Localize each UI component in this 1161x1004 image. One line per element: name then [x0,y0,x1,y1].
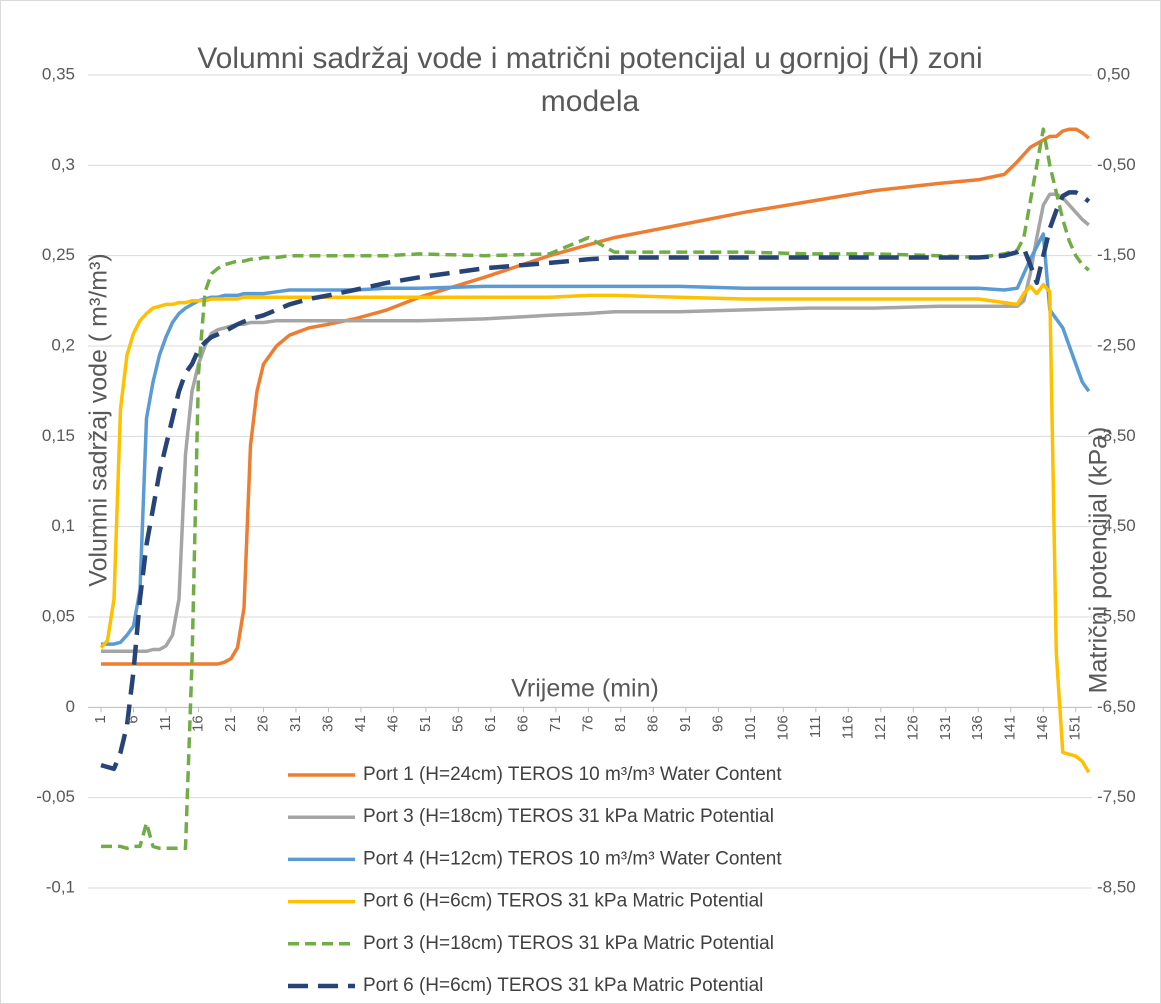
legend-label: Port 6 (H=6cm) TEROS 31 kPa Matric Poten… [363,891,763,912]
x-tick-label: 1 [92,715,109,723]
x-tick-label: 131 [937,715,954,740]
x-tick-label: 146 [1034,715,1051,740]
y-tick-label: -0,1 [46,877,75,896]
x-tick-label: 51 [417,715,434,732]
x-tick-label: 86 [644,715,661,732]
x-tick-label: 126 [904,715,921,740]
y2-tick-label: 0,50 [1097,64,1130,83]
x-tick-label: 21 [222,715,239,732]
y-tick-label: 0,05 [42,606,75,625]
x-tick-label: 56 [449,715,466,732]
x-tick-label: 81 [612,715,629,732]
y-tick-label: 0,1 [51,516,75,535]
legend-label: Port 3 (H=18cm) TEROS 31 kPa Matric Pote… [363,806,774,827]
x-tick-label: 46 [384,715,401,732]
chart-title: modela [541,85,640,118]
y-axis-title: Volumni sadržaj vode ( m³/m³) [85,253,113,586]
x-tick-label: 151 [1067,715,1084,740]
x-tick-label: 136 [969,715,986,740]
data-line [101,127,1090,851]
y-tick-label: -0,05 [36,787,75,806]
x-tick-label: 61 [482,715,499,732]
data-line [99,282,1091,774]
x-tick-label: 121 [872,715,889,740]
y2-tick-label: -8,50 [1097,877,1136,896]
y2-tick-label: -3,50 [1097,426,1136,445]
y2-axis-title: Matrični potencijal (kPa) [1085,427,1113,694]
x-tick-label: 11 [157,715,174,731]
y2-tick-label: -2,50 [1097,335,1136,354]
y2-tick-label: -7,50 [1097,787,1136,806]
x-tick-label: 141 [1002,715,1019,740]
y-tick-label: 0,35 [42,64,75,83]
y2-tick-label: -1,50 [1097,245,1136,264]
x-tick-label: 116 [839,715,856,739]
y2-tick-label: -6,50 [1097,697,1136,716]
x-tick-label: 31 [287,715,304,732]
x-tick-label: 76 [579,715,596,732]
y2-tick-label: -0,50 [1097,155,1136,174]
y-tick-label: 0 [66,697,75,716]
plot-lines [99,127,1091,851]
x-tick-label: 36 [319,715,336,732]
x-tick-label: 101 [742,715,759,740]
x-tick-label: 16 [189,715,206,732]
x-tick-label: 41 [352,715,369,732]
grid [88,74,1092,889]
x-tick-label: 66 [514,715,531,732]
y2-tick-label: -5,50 [1097,606,1136,625]
y-tick-label: 0,25 [42,245,75,264]
data-line [100,190,1091,772]
legend-label: Port 4 (H=12cm) TEROS 10 m³/m³ Water Con… [363,848,782,869]
legend-label: Port 6 (H=6cm) TEROS 31 kPa Matric Poten… [363,975,763,996]
legend-label: Port 1 (H=24cm) TEROS 10 m³/m³ Water Con… [363,764,782,785]
y2-tick-label: -4,50 [1097,516,1136,535]
chart-title: Volumni sadržaj vode i matrični potencij… [197,42,982,75]
x-axis-title: Vrijeme (min) [511,675,659,703]
legend-label: Port 3 (H=18cm) TEROS 31 kPa Matric Pote… [363,933,774,954]
x-tick-label: 106 [774,715,791,740]
y-tick-label: 0,3 [51,155,75,174]
x-tick-label: 71 [547,715,564,732]
x-tick-label: 91 [677,715,694,732]
x-tick-label: 6 [124,715,141,723]
y-tick-label: 0,15 [42,426,75,445]
x-tick-label: 26 [254,715,271,732]
data-line [101,192,1090,654]
x-tick-label: 96 [709,715,726,732]
y-tick-label: 0,2 [51,335,75,354]
x-tick-label: 111 [807,715,824,738]
data-line [101,127,1090,666]
